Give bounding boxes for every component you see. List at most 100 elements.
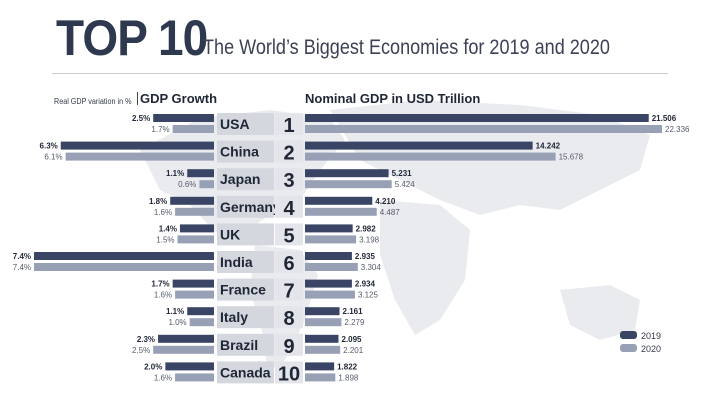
gdp-value-2020-usa: 22.336 [665,125,690,134]
country-label-canada: Canada [220,364,271,380]
country-box-uk [217,223,274,246]
title-top10: TOP 10 [56,10,208,66]
growth-bar-2020-canada [175,373,214,382]
growth-bar-2019-brazil [158,334,214,343]
growth-value-2019-brazil: 2.3% [137,335,155,344]
country-box-canada [217,361,274,384]
country-box-brazil [217,333,274,356]
growth-bar-2019-china [60,141,214,150]
growth-value-2020-uk: 1.5% [156,235,174,244]
rank-label-china: 2 [283,143,294,165]
chart-subtitle: The World’s Biggest Economies for 2019 a… [203,36,610,59]
rank-box-uk [275,223,303,246]
growth-header: GDP Growth [140,91,218,106]
growth-bar-2020-uk [177,235,214,244]
gdp-bar-2019-china [305,141,533,150]
gdp-bar-2020-canada [305,373,336,382]
growth-bar-2020-japan [199,180,214,189]
country-label-uk: UK [220,226,240,242]
gdp-bar-2020-germany [305,207,377,216]
rank-label-germany: 4 [283,198,295,220]
country-label-china: China [220,144,259,160]
rank-box-india [275,251,303,273]
growth-value-2020-india: 7.4% [13,263,31,272]
growth-value-2020-china: 6.1% [44,153,62,162]
gdp-bar-2019-brazil [305,334,339,343]
growth-bar-2019-italy [187,307,214,316]
gdp-value-2019-japan: 5.231 [392,169,413,178]
gdp-bar-2019-italy [305,307,340,316]
rank-box-usa [275,113,303,135]
rank-label-japan: 3 [283,170,294,192]
gdp-bar-2020-usa [305,125,662,133]
gdp-value-2019-china: 14.242 [536,142,561,151]
country-box-usa [217,113,274,135]
country-label-usa: USA [220,116,250,132]
gdp-bar-2020-uk [305,235,357,244]
gdp-value-2020-china: 15.678 [559,153,584,162]
country-box-italy [217,306,274,329]
growth-value-2019-india: 7.4% [13,252,31,261]
gdp-value-2020-canada: 1.898 [338,373,359,382]
gdp-value-2020-india: 3.304 [361,263,382,272]
gdp-value-2020-brazil: 2.201 [343,346,364,355]
country-box-germany [217,195,274,218]
growth-value-2020-japan: 0.6% [178,180,196,189]
growth-bar-2019-france [172,279,214,288]
gdp-value-2020-germany: 4.487 [380,208,401,217]
rank-label-usa: 1 [283,115,294,137]
map-africa [380,200,470,335]
gdp-bar-2019-usa [305,114,649,122]
rank-box-brazil [275,333,303,356]
gdp-bar-2020-china [305,152,556,161]
gdp-bar-2019-japan [305,169,389,178]
growth-note: Real GDP variation in % [54,97,132,106]
rank-box-germany [275,195,303,218]
growth-bar-2020-india [34,263,214,271]
growth-header-divider [137,92,138,105]
growth-bar-2020-china [65,152,215,161]
country-box-china [217,140,274,163]
gdp-bar-2019-uk [305,224,353,233]
growth-bar-2019-usa [153,114,214,122]
gdp-bar-2019-france [305,279,352,288]
growth-bar-2020-germany [175,207,214,216]
rank-box-japan [275,168,303,191]
gdp-value-2019-india: 2.935 [355,252,376,261]
growth-value-2019-germany: 1.8% [149,197,167,206]
gdp-bar-2020-japan [305,180,392,189]
growth-bar-2020-usa [172,125,214,133]
rank-label-italy: 8 [283,308,294,330]
growth-value-2019-uk: 1.4% [159,224,177,233]
gdp-value-2019-brazil: 2.095 [341,335,362,344]
gdp-bar-2020-india [305,263,358,271]
rank-box-france [275,278,303,301]
rank-box-china [275,140,303,163]
gdp-bar-2020-france [305,290,355,299]
rank-box-italy [275,306,303,329]
rank-label-france: 7 [283,281,294,303]
legend-label-2019: 2019 [641,331,661,341]
growth-bar-2019-uk [179,224,214,233]
gdp-bar-2019-india [305,252,352,260]
gdp-header: Nominal GDP in USD Trillion [305,91,481,106]
growth-bar-2019-germany [170,196,214,205]
country-box-france [217,278,274,301]
legend-label-2020: 2020 [641,344,661,354]
gdp-bar-2020-italy [305,318,342,327]
gdp-value-2020-uk: 3.198 [359,235,380,244]
country-label-italy: Italy [220,309,248,325]
growth-value-2020-germany: 1.6% [154,208,172,217]
rank-label-canada: 10 [278,363,300,385]
country-label-france: France [220,282,266,298]
rank-label-india: 6 [283,253,294,275]
growth-bar-2020-italy [189,318,214,327]
country-label-germany: Germany [220,199,281,215]
gdp-value-2019-usa: 21.506 [652,114,677,123]
growth-bar-2020-brazil [153,345,214,354]
legend-swatch-2020 [620,344,637,352]
gdp-value-2019-italy: 2.161 [343,307,364,316]
gdp-value-2020-italy: 2.279 [344,318,365,327]
growth-value-2019-canada: 2.0% [144,362,162,371]
